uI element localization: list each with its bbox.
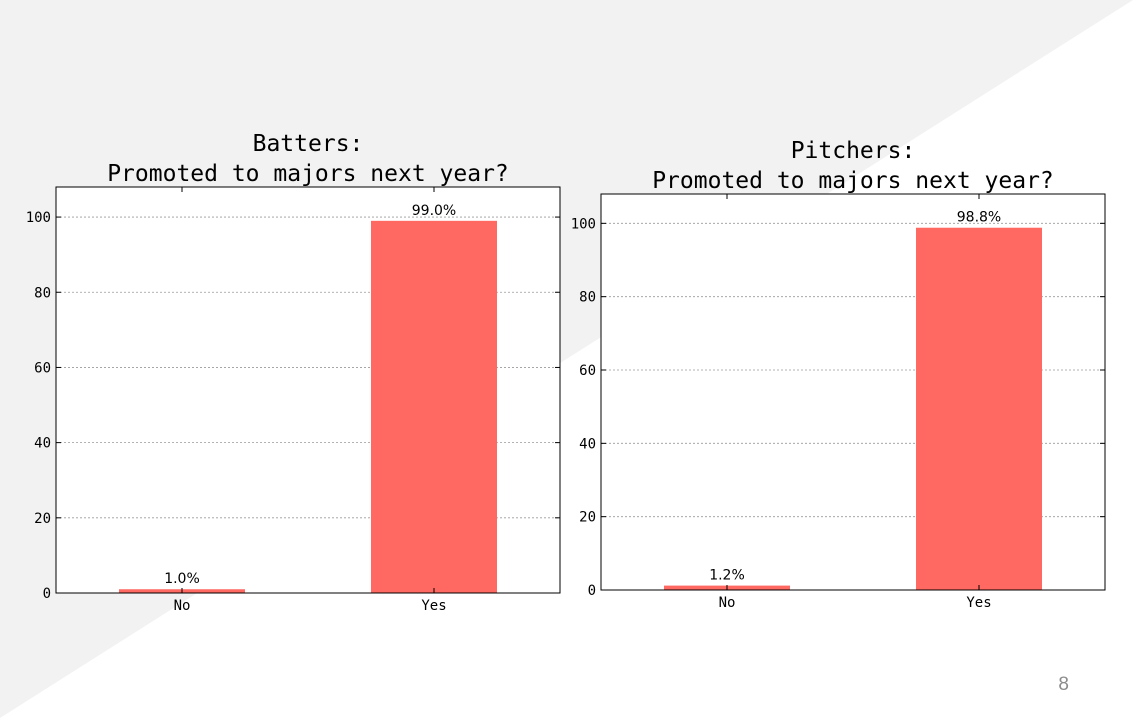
batters-chart-title-line-2: Promoted to majors next year? (107, 161, 509, 187)
pitchers-bar-yes (916, 227, 1042, 590)
pitchers-y-tick-label: 0 (588, 583, 596, 599)
batters-y-tick-label: 100 (26, 210, 51, 226)
batters-x-tick-label-yes: Yes (421, 598, 446, 614)
pitchers-chart-title-line-1: Pitchers: (791, 138, 916, 164)
pitchers-y-tick-label: 20 (579, 510, 596, 526)
pitchers-y-tick-label: 80 (579, 290, 596, 306)
pitchers-x-tick-label-yes: Yes (966, 595, 991, 611)
batters-chart-title-line-1: Batters: (253, 131, 364, 157)
pitchers-y-tick-label: 40 (579, 436, 596, 452)
page-number: 8 (1058, 674, 1069, 695)
pitchers-plot-frame (600, 193, 1106, 591)
batters-y-tick-label: 20 (34, 511, 51, 527)
pitchers-chart-title-line-2: Promoted to majors next year? (652, 168, 1054, 194)
batters-y-tick-label: 80 (34, 285, 51, 301)
batters-y-tick-label: 40 (34, 436, 51, 452)
batters-y-tick-label: 60 (34, 360, 51, 376)
pitchers-y-tick-label: 100 (571, 216, 596, 232)
batters-chart: Batters: Promoted to majors next year? 0 20… (26, 131, 561, 614)
batters-plot-frame (55, 186, 561, 594)
pitchers-chart: Pitchers: Promoted to majors next year? 0 2… (571, 138, 1106, 611)
pitchers-x-tick-label-no: No (719, 595, 736, 611)
pitchers-y-tick-label: 60 (579, 363, 596, 379)
batters-y-tick-label: 0 (43, 586, 51, 602)
batters-bar-yes (371, 220, 497, 593)
pitchers-data-label-yes: 98.8% (957, 210, 1001, 226)
batters-data-label-yes: 99.0% (412, 203, 456, 219)
batters-x-tick-label-no: No (174, 598, 191, 614)
pitchers-data-label-no: 1.2% (709, 568, 745, 584)
batters-data-label-no: 1.0% (164, 571, 200, 587)
